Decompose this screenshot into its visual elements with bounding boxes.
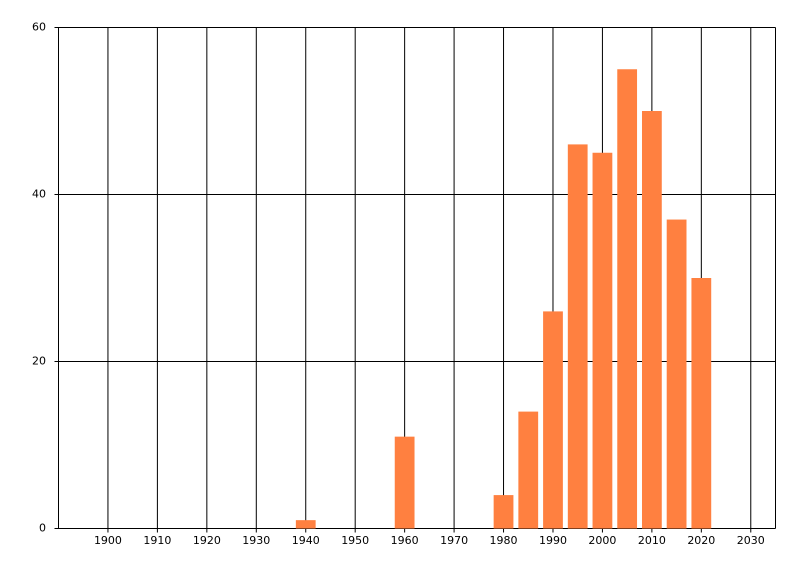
bar [493,495,514,529]
x-tick-label: 1950 [341,534,369,547]
bar [295,520,316,529]
x-tick-label: 1930 [242,534,270,547]
y-tick-label: 20 [32,355,46,368]
x-tick-label: 1910 [143,534,171,547]
x-tick-label: 1980 [490,534,518,547]
bar [394,436,415,529]
x-tick-label: 1960 [391,534,419,547]
bar [641,111,662,529]
x-tick-label: 1940 [292,534,320,547]
bar [666,219,687,529]
bar [691,278,712,529]
y-tick-label: 60 [32,21,46,34]
y-tick-label: 0 [39,522,46,535]
bar [592,152,613,529]
x-tick-label: 1970 [440,534,468,547]
bar [567,144,588,529]
bar [518,411,539,529]
x-tick-label: 1900 [94,534,122,547]
bar [543,311,563,529]
bar [617,69,638,529]
x-tick-label: 1920 [193,534,221,547]
x-tick-label: 1990 [539,534,567,547]
x-tick-label: 2030 [737,534,765,547]
y-tick-label: 40 [32,188,46,201]
x-tick-label: 2010 [638,534,666,547]
x-tick-label: 2020 [687,534,715,547]
x-tick-label: 2000 [588,534,616,547]
